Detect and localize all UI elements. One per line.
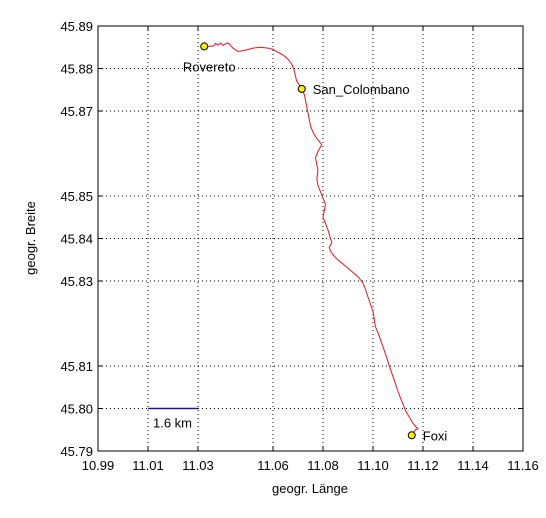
x-tick-label: 11.14 (457, 458, 489, 473)
grid-lines (97, 25, 524, 452)
x-tick-label: 11.06 (257, 458, 289, 473)
y-tick-label: 45.84 (60, 232, 93, 247)
y-tick-label: 45.81 (60, 359, 93, 374)
scale-bar-label: 1.6 km (153, 416, 192, 431)
x-tick-label: 11.08 (307, 458, 339, 473)
x-tick-label: 11.12 (407, 458, 439, 473)
x-tick-label: 11.16 (507, 458, 539, 473)
y-tick-label: 45.80 (60, 402, 93, 417)
place-label: San_Colombano (313, 82, 410, 97)
y-tick-label: 45.87 (60, 104, 93, 119)
place-label: Rovereto (183, 59, 236, 74)
route-line (204, 42, 419, 436)
y-tick-label: 45.89 (60, 19, 93, 34)
y-tick-label: 45.85 (60, 189, 93, 204)
place-marker (200, 42, 209, 51)
x-tick-label: 11.01 (132, 458, 164, 473)
x-tick-label: 11.10 (357, 458, 389, 473)
place-marker (407, 431, 416, 440)
place-label: Foxi (423, 428, 448, 443)
place-marker (297, 84, 306, 93)
y-tick-label: 45.83 (60, 274, 93, 289)
y-tick-labels: 45.89 45.88 45.87 45.85 45.84 45.83 45.81 45.80… (60, 19, 93, 459)
x-tick-labels: 10.99 11.01 11.03 11.06 11.08 11.10 11.12 11.14… (82, 458, 539, 473)
y-axis-label: geogr. Breite (23, 201, 38, 275)
y-tick-label: 45.79 (60, 444, 93, 459)
y-tick-label: 45.88 (60, 62, 93, 77)
x-tick-label: 11.03 (182, 458, 214, 473)
x-tick-label: 10.99 (82, 458, 115, 473)
place-markers: Rovereto San_Colombano Foxi (183, 42, 448, 443)
x-axis-label: geogr. Länge (272, 481, 348, 496)
